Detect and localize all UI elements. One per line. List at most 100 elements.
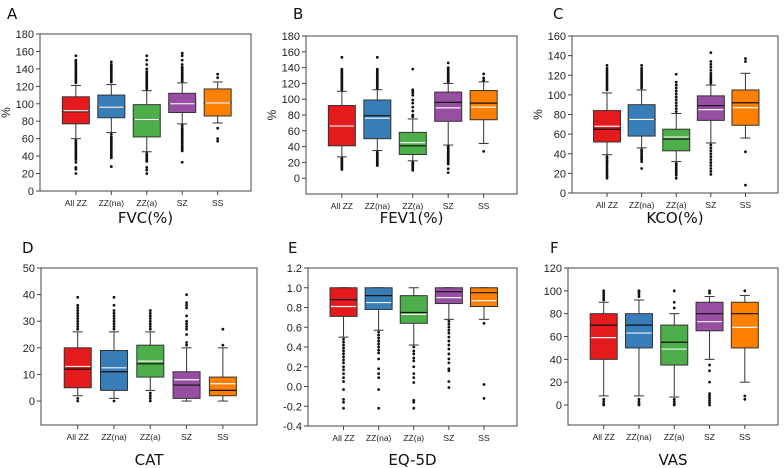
panel-f: F 0 20 40 60 80 100 120 All ZZ ZZ(na) ZZ(a) SZ SS VAS <box>544 239 779 468</box>
outlier-point <box>74 160 78 164</box>
outlier-point <box>180 63 184 66</box>
box-ss <box>731 57 760 187</box>
outlier-point <box>605 76 609 80</box>
outlier-point <box>744 60 747 63</box>
panel-c: C 0 20 40 60 80 100 120 140 160% All ZZ ZZ(na) ZZ(a)… <box>531 5 779 227</box>
outlier-point <box>109 63 113 66</box>
outlier-point <box>605 82 609 86</box>
outlier-point <box>412 365 416 369</box>
box-zz-a <box>136 309 165 403</box>
box-sz <box>696 51 725 176</box>
x-tick-label: ZZ(a) <box>136 198 157 208</box>
panel-e: E -0.4 -0.2 0.0 0.2 0.4 0.6 0.8 1.0 1.2 All ZZ ZZ(n… <box>283 239 518 468</box>
box-iqr <box>730 301 759 349</box>
panel-label: C <box>553 5 563 23</box>
outlier-point <box>109 165 113 168</box>
outlier-point <box>377 348 381 352</box>
outlier-point <box>377 330 381 334</box>
y-tick-label: -0.2 <box>283 401 302 413</box>
panel-label: F <box>550 239 559 257</box>
y-tick-label: 160 <box>282 47 300 59</box>
panel-title: EQ-5D <box>388 451 436 468</box>
outlier-point <box>602 291 606 295</box>
box-iqr <box>624 313 653 349</box>
outlier-point <box>602 296 606 300</box>
outlier-point <box>640 154 644 158</box>
outlier-point <box>605 174 609 178</box>
box-iqr <box>168 92 197 113</box>
outlier-point <box>605 163 609 166</box>
y-tick-label: 80 <box>288 110 300 122</box>
outlier-point <box>148 317 152 320</box>
outlier-point <box>412 349 416 353</box>
outlier-point <box>447 343 451 347</box>
outlier-point <box>447 386 451 389</box>
y-tick-label: 100 <box>544 286 562 298</box>
outlier-point <box>605 159 609 163</box>
x-tick-label: SS <box>212 198 224 208</box>
box-iqr <box>329 287 358 317</box>
outlier-point <box>602 400 606 403</box>
outlier-point <box>411 88 415 92</box>
box-zz-na <box>100 295 129 403</box>
outlier-point <box>605 157 609 161</box>
panel-title: FVC(%) <box>118 209 173 227</box>
outlier-point <box>375 67 379 71</box>
outlier-point <box>605 68 609 72</box>
outlier-point <box>674 110 678 113</box>
outlier-point <box>447 331 451 335</box>
outlier-point <box>674 83 678 87</box>
outlier-point <box>602 403 606 407</box>
outlier-point <box>640 68 644 72</box>
outlier-point <box>112 319 116 323</box>
outlier-point <box>708 380 711 384</box>
box-iqr <box>627 104 656 137</box>
outlier-point <box>637 397 641 401</box>
box-iqr <box>696 95 725 121</box>
outlier-point <box>674 164 678 167</box>
box-iqr <box>695 301 724 332</box>
outlier-point <box>180 54 184 58</box>
outlier-point <box>412 376 416 380</box>
outlier-point <box>342 358 345 362</box>
outlier-point <box>446 66 450 69</box>
outlier-point <box>412 381 416 384</box>
box-zz-a <box>660 289 689 407</box>
outlier-point <box>185 341 188 344</box>
outlier-point <box>709 167 713 170</box>
outlier-point <box>74 167 78 171</box>
outlier-point <box>412 372 416 376</box>
outlier-point <box>637 400 641 403</box>
y-tick-label: 0 <box>294 173 300 185</box>
x-tick-label: ZZ(a) <box>402 201 423 211</box>
outlier-point <box>674 92 678 96</box>
outlier-point <box>112 314 116 318</box>
outlier-point <box>447 322 451 326</box>
outlier-point <box>709 172 713 176</box>
panel-title: FEV1(%) <box>380 209 444 227</box>
panel-label: B <box>293 5 303 23</box>
outlier-point <box>112 327 116 331</box>
outlier-point <box>74 172 78 175</box>
outlier-point <box>674 89 678 93</box>
outlier-point <box>447 357 451 361</box>
x-tick-label: All ZZ <box>65 198 87 208</box>
outlier-point <box>185 293 188 297</box>
outlier-point <box>708 403 711 407</box>
outlier-point <box>185 333 188 336</box>
outlier-point <box>185 325 188 328</box>
outlier-point <box>180 124 184 127</box>
box-zz-na <box>97 60 126 168</box>
outlier-point <box>411 168 415 172</box>
outlier-point <box>709 170 713 173</box>
box-ss <box>730 289 759 401</box>
outlier-point <box>637 403 641 407</box>
outlier-point <box>640 160 644 164</box>
outlier-point <box>708 399 711 402</box>
outlier-point <box>145 63 149 66</box>
outlier-point <box>447 367 451 371</box>
outlier-point <box>709 68 713 72</box>
outlier-point <box>148 325 152 328</box>
x-tick-label: ZZ(a) <box>403 433 424 443</box>
